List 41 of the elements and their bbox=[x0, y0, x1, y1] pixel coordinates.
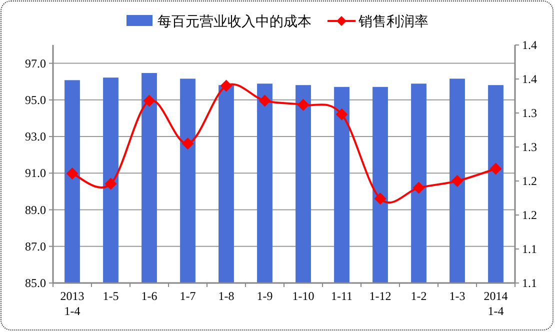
y-tick-label: 89.0 bbox=[25, 202, 46, 217]
x-tick-label: 1-7 bbox=[180, 289, 196, 303]
point bbox=[451, 175, 464, 187]
x-tick-label: 2013 1-4 bbox=[60, 289, 84, 318]
y-tick-label: 95.0 bbox=[25, 92, 46, 107]
point bbox=[104, 178, 117, 190]
point bbox=[258, 94, 271, 107]
point bbox=[220, 80, 232, 92]
y2-tick-label: 1.1 bbox=[522, 276, 537, 290]
x-tick-label: 1-2 bbox=[410, 289, 427, 303]
y-tick-label: 97.0 bbox=[25, 56, 46, 70]
y2-tick-label: 1.2 bbox=[522, 208, 537, 222]
x-tick-label: 1-5 bbox=[102, 289, 119, 303]
y2-tick-label: 1.3 bbox=[522, 140, 537, 154]
y2-tick-label: 1.2 bbox=[522, 174, 537, 188]
x-tick-label: 1-12 bbox=[369, 289, 392, 303]
y-tick-label: 85.0 bbox=[25, 276, 46, 290]
point bbox=[297, 98, 310, 111]
y2-tick-label: 1.4 bbox=[522, 72, 537, 86]
y2-tick-label: 1.4 bbox=[522, 38, 537, 52]
y2-tick-label: 1.3 bbox=[522, 106, 537, 120]
point bbox=[143, 94, 156, 107]
x-tick-label: 1-8 bbox=[218, 289, 234, 303]
y2-tick-label: 1.1 bbox=[522, 242, 537, 256]
point bbox=[336, 108, 348, 120]
point bbox=[66, 168, 78, 180]
point bbox=[374, 192, 386, 205]
x-tick-label: 1-6 bbox=[141, 289, 158, 303]
legend-label: 每百元营业收入中的成本 bbox=[158, 14, 312, 30]
y-tick-label: 91.0 bbox=[25, 166, 46, 180]
x-tick-label: 1-10 bbox=[292, 289, 314, 303]
x-tick-label: 1-3 bbox=[449, 289, 466, 303]
x-tick-label: 1-9 bbox=[256, 289, 273, 303]
y-tick-label: 93.0 bbox=[25, 130, 46, 144]
legend-label: 销售利润率 bbox=[358, 14, 428, 30]
point bbox=[490, 162, 502, 175]
point bbox=[182, 138, 194, 150]
x-tick-label: 1-11 bbox=[330, 289, 353, 303]
x-tick-label: 2014 1-4 bbox=[484, 289, 508, 318]
point bbox=[412, 182, 425, 194]
y-tick-label: 87.0 bbox=[25, 239, 46, 254]
